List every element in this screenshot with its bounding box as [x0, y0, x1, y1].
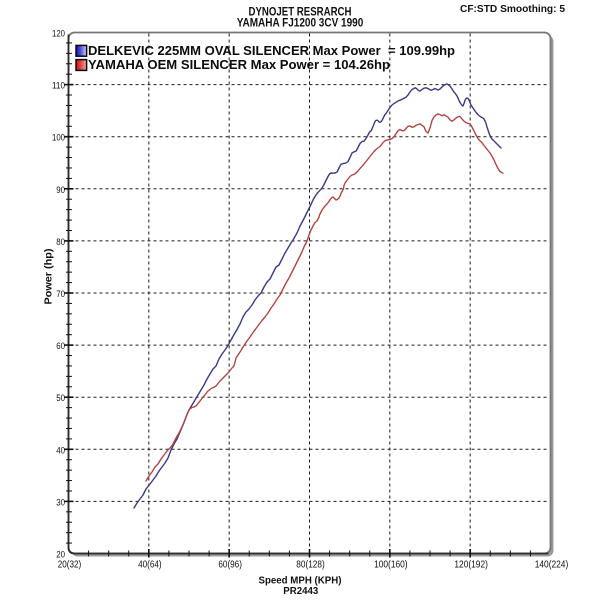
- svg-text:80: 80: [56, 237, 65, 247]
- svg-text:30: 30: [56, 497, 65, 507]
- svg-text:40: 40: [56, 445, 65, 455]
- svg-text:140(224): 140(224): [535, 560, 569, 571]
- svg-text:120(192): 120(192): [454, 560, 488, 571]
- svg-text:YAMAHA FJ1200 3CV 1990: YAMAHA FJ1200 3CV 1990: [237, 18, 364, 30]
- svg-text:50: 50: [56, 393, 65, 403]
- svg-text:90: 90: [56, 185, 65, 195]
- svg-text:YAMAHA OEM SILENCER Max Power: YAMAHA OEM SILENCER Max Power = 104.26hp: [88, 58, 390, 72]
- svg-text:Speed MPH (KPH): Speed MPH (KPH): [259, 576, 342, 587]
- svg-text:20(32): 20(32): [58, 560, 82, 571]
- svg-text:DYNOJET RESRARCH: DYNOJET RESRARCH: [249, 7, 352, 19]
- svg-text:20: 20: [56, 550, 65, 560]
- svg-text:DELKEVIC 225MM OVAL SILENCER M: DELKEVIC 225MM OVAL SILENCER Max Power =…: [88, 44, 455, 58]
- svg-text:Power (hp): Power (hp): [43, 249, 54, 305]
- svg-text:CF:STD Smoothing: 5: CF:STD Smoothing: 5: [460, 4, 565, 15]
- svg-text:40(64): 40(64): [138, 560, 162, 571]
- svg-text:60: 60: [56, 341, 65, 351]
- svg-text:PR2443: PR2443: [283, 586, 318, 597]
- svg-text:80(128): 80(128): [296, 560, 325, 571]
- svg-text:70: 70: [56, 289, 65, 299]
- svg-text:100: 100: [52, 133, 65, 143]
- svg-text:110: 110: [52, 81, 65, 91]
- svg-text:120: 120: [52, 29, 65, 39]
- svg-text:60(96): 60(96): [218, 560, 242, 571]
- svg-text:100(160): 100(160): [374, 560, 408, 571]
